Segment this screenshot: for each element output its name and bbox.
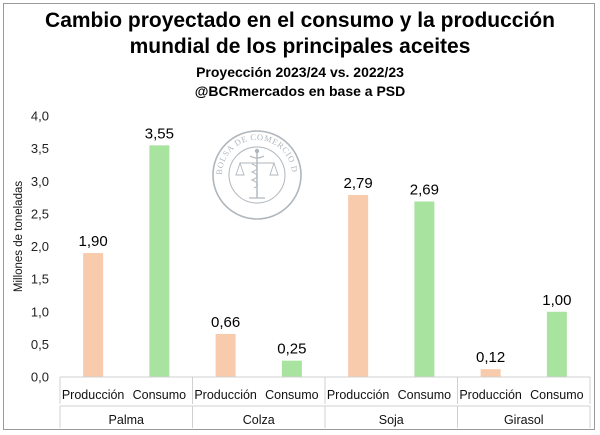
data-label: 2,69 [410,181,439,198]
x-category-label: Producción [194,388,257,402]
data-label: 1,00 [542,292,571,309]
y-tick-label: 0,5 [31,337,49,352]
y-tick-label: 0,0 [31,370,49,385]
chart-subtitle: Proyección 2023/24 vs. 2022/23 [196,64,404,80]
x-category-label: Consumo [133,388,187,402]
x-group-label: Colza [243,413,275,427]
data-label: 0,25 [277,341,306,358]
data-label: 2,79 [344,175,373,192]
data-label: 1,90 [79,233,108,250]
y-tick-label: 1,5 [31,272,49,287]
y-tick-label: 1,0 [31,304,49,319]
bar-colza-consumo [281,360,302,377]
data-label: 0,66 [211,314,240,331]
bar-girasol-consumo [546,311,567,377]
bar-girasol-produccion [480,369,501,377]
x-group-label: Palma [109,413,144,427]
y-tick-label: 2,0 [31,239,49,254]
chart-source: @BCRmercados en base a PSD [194,83,406,99]
y-tick-label: 3,5 [31,141,49,156]
bar-palma-produccion [83,253,104,377]
chart-frame [3,3,595,430]
x-category-label: Consumo [265,388,319,402]
bar-colza-produccion [215,333,236,377]
x-category-label: Producción [62,388,125,402]
chart-title-line1: Cambio proyectado en el consumo y la pro… [45,9,555,32]
bar-palma-consumo [149,145,170,377]
y-tick-label: 4,0 [31,109,49,124]
x-category-label: Producción [327,388,390,402]
x-category-label: Consumo [398,388,452,402]
y-axis-label: Millones de toneladas [13,181,25,292]
x-group-label: Soja [379,413,404,427]
data-label: 3,55 [145,125,174,142]
data-label: 0,12 [476,349,505,366]
y-tick-label: 2,5 [31,206,49,221]
chart-title-line2: mundial de los principales aceites [129,35,471,58]
x-group-label: Girasol [504,413,544,427]
x-category-label: Producción [459,388,522,402]
bar-soja-consumo [414,201,435,377]
bar-soja-produccion [348,194,369,377]
y-tick-label: 3,0 [31,174,49,189]
x-category-label: Consumo [530,388,584,402]
